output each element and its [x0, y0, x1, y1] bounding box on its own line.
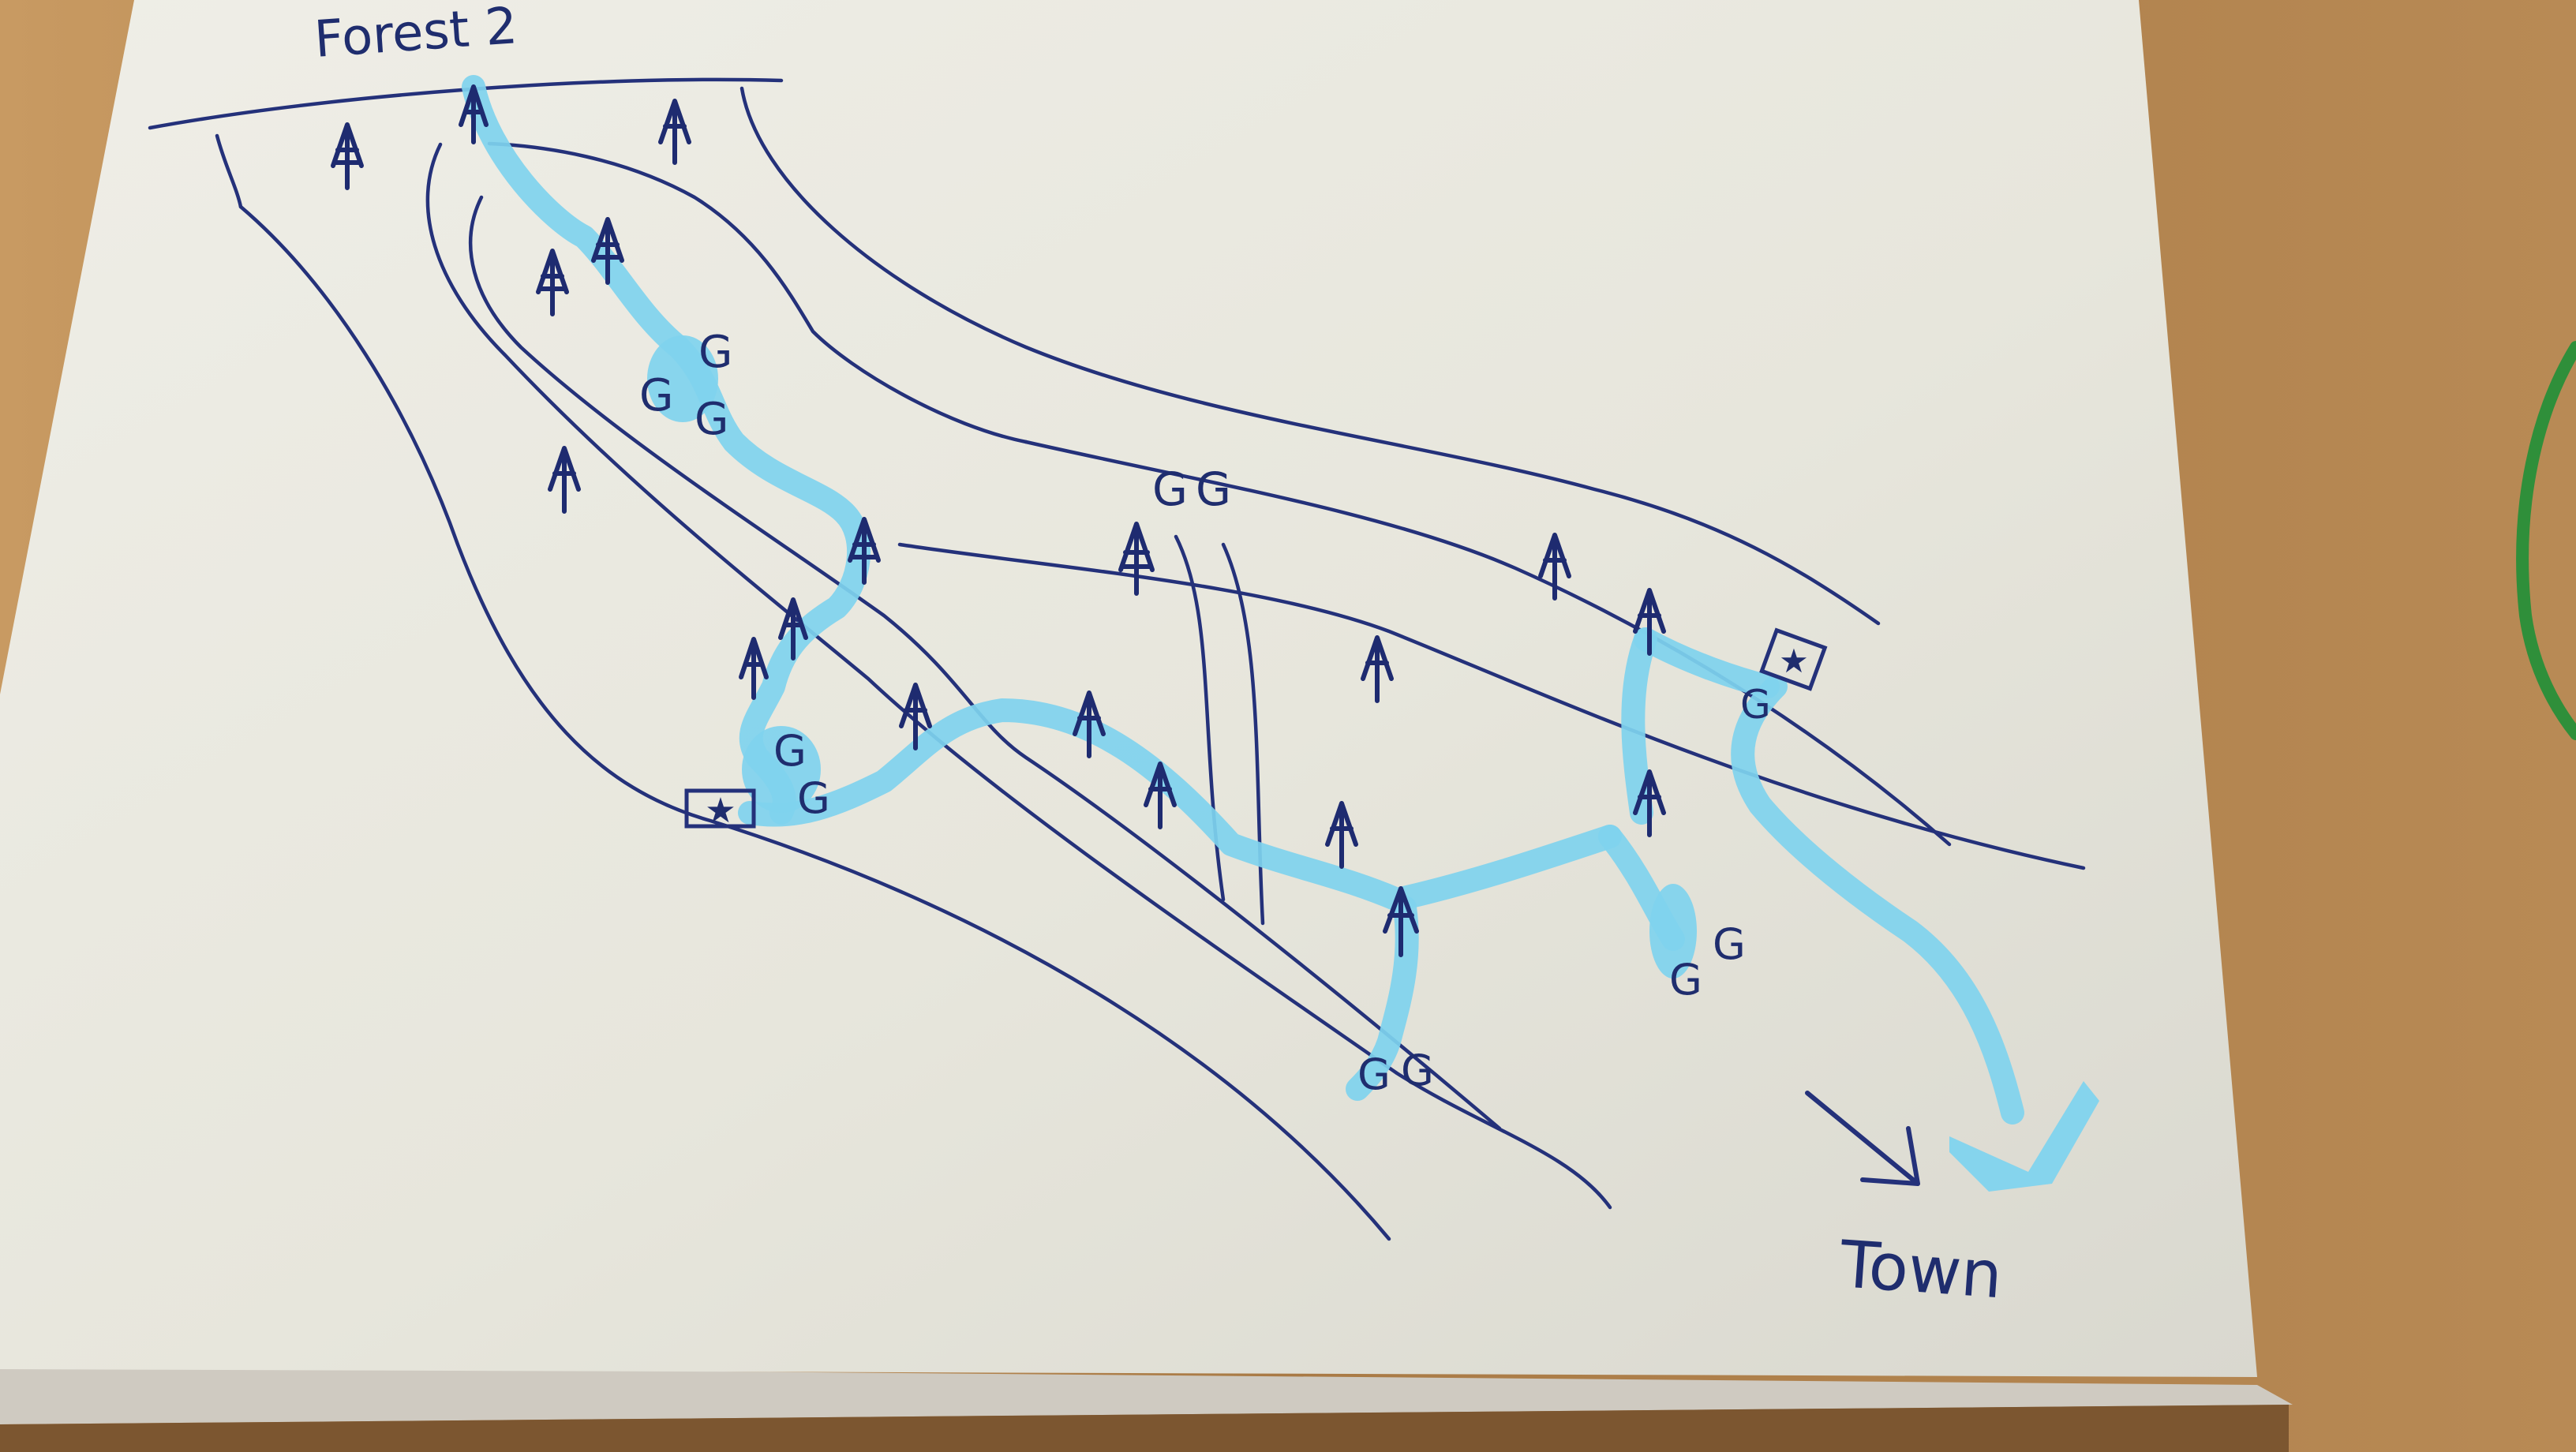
tree-icon	[548, 446, 581, 514]
mob-marker: G	[1669, 955, 1702, 1005]
tree-icon	[1633, 769, 1666, 837]
tree-icon	[848, 517, 881, 585]
mob-marker: G	[698, 327, 732, 378]
green-cable	[2516, 341, 2576, 740]
trees	[331, 84, 1666, 957]
tree-icon	[331, 122, 364, 190]
svg-text:★: ★	[705, 791, 736, 831]
tree-icon	[1325, 801, 1358, 869]
tree-icon	[536, 249, 569, 316]
destination-label: Town	[1837, 1227, 2005, 1313]
tree-icon	[1361, 635, 1394, 703]
tree-icon	[899, 683, 932, 750]
paper-sheet	[0, 0, 2257, 1377]
star-box-icon: ★	[684, 788, 756, 831]
mob-marker: G	[1196, 462, 1231, 516]
mob-marker: G	[1740, 682, 1771, 728]
terrain-outlines	[148, 77, 2086, 1241]
tree-icon	[739, 637, 769, 700]
tree-icon	[591, 217, 624, 285]
tree-icon	[1383, 886, 1419, 957]
mob-marker: G	[1357, 1050, 1391, 1099]
mob-marker: G	[1152, 462, 1188, 516]
arrow-icon	[1805, 1091, 1920, 1186]
mob-marker: G	[773, 726, 807, 776]
mob-marker: G	[1401, 1046, 1434, 1095]
tree-icon	[1633, 588, 1666, 656]
tree-icon	[778, 597, 808, 661]
star-box-icon: ★	[1759, 627, 1828, 691]
mob-marker: G	[695, 394, 728, 445]
mob-marker: G	[797, 773, 830, 823]
tree-icon	[1073, 690, 1106, 758]
mob-markers: G G G G G G G G G G G G	[639, 327, 1771, 1099]
tree-icon	[459, 84, 489, 144]
tree-icon	[1538, 533, 1571, 601]
tree-icon	[1118, 522, 1155, 596]
route-trail	[462, 75, 2099, 1192]
svg-text:★: ★	[1779, 642, 1809, 680]
tree-icon	[1144, 762, 1177, 829]
mob-marker: G	[1713, 919, 1746, 969]
mob-marker: G	[639, 370, 673, 421]
tree-icon	[658, 99, 691, 165]
